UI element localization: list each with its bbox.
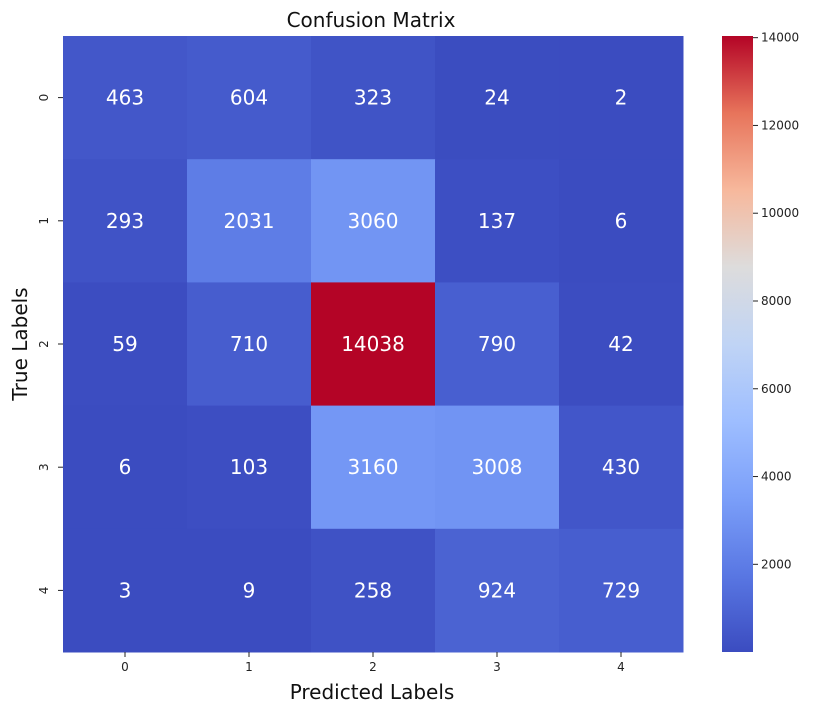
heatmap-cell	[311, 159, 436, 283]
cell-value-label: 6	[615, 209, 628, 233]
x-axis-title: Predicted Labels	[290, 680, 455, 704]
heatmap-cell	[187, 36, 312, 160]
colorbar-tick-label: 14000	[761, 31, 799, 45]
cell-value-label: 3060	[348, 209, 399, 233]
heatmap-cell	[63, 282, 188, 407]
y-tick-label: 1	[37, 217, 51, 225]
cell-value-label: 463	[106, 86, 144, 110]
x-tick-label: 0	[121, 660, 129, 674]
y-axis-title: True Labels	[8, 287, 32, 401]
y-tick-label: 2	[37, 340, 51, 348]
cell-value-label: 604	[230, 86, 268, 110]
heatmap-cells	[63, 36, 684, 653]
heatmap-cell	[63, 528, 188, 653]
cell-value-label: 103	[230, 455, 268, 479]
heatmap-cell	[311, 405, 436, 530]
x-tick-label: 1	[245, 660, 253, 674]
heatmap-cell	[311, 282, 436, 407]
cell-value-label: 3	[119, 578, 132, 602]
colorbar-tick-label: 10000	[761, 206, 799, 220]
heatmap-cell	[559, 159, 684, 283]
heatmap-cell	[435, 159, 560, 283]
cell-value-label: 258	[354, 578, 392, 602]
heatmap-cell	[559, 282, 684, 407]
cell-value-label: 2031	[224, 209, 275, 233]
cell-value-label: 790	[478, 332, 516, 356]
y-axis-ticks: 0 1 2 3 4	[37, 94, 63, 594]
heatmap-cell	[187, 159, 312, 283]
chart-title: Confusion Matrix	[287, 8, 456, 32]
cell-value-label: 2	[615, 86, 628, 110]
colorbar-ticks: 2000 4000 6000 8000 10000 12000 14000	[753, 31, 799, 571]
heatmap-cell	[187, 282, 312, 407]
heatmap-cell	[435, 282, 560, 407]
y-tick-label: 4	[37, 587, 51, 595]
cell-value-label: 430	[602, 455, 640, 479]
y-tick-label: 3	[37, 463, 51, 471]
heatmap-cell	[435, 405, 560, 530]
heatmap-cell	[311, 528, 436, 653]
heatmap-cell	[435, 528, 560, 653]
heatmap-cell	[311, 36, 436, 160]
cell-value-label: 3160	[348, 455, 399, 479]
heatmap-cell	[63, 405, 188, 530]
cell-value-label: 137	[478, 209, 516, 233]
y-tick-label: 0	[37, 94, 51, 102]
colorbar-tick-label: 12000	[761, 118, 799, 132]
cell-value-label: 59	[112, 332, 137, 356]
colorbar-tick-label: 2000	[761, 557, 792, 571]
x-tick-label: 2	[369, 660, 377, 674]
colorbar	[722, 36, 753, 652]
x-axis-ticks: 0 1 2 3 4	[121, 652, 625, 674]
cell-value-label: 323	[354, 86, 392, 110]
heatmap-cell	[187, 405, 312, 530]
x-tick-label: 4	[617, 660, 625, 674]
heatmap-cell	[63, 36, 188, 160]
colorbar-tick-label: 6000	[761, 382, 792, 396]
cell-value-label: 14038	[341, 332, 405, 356]
cell-value-label: 729	[602, 578, 640, 602]
colorbar-tick-label: 8000	[761, 294, 792, 308]
cell-value-label: 42	[608, 332, 633, 356]
cell-value-label: 924	[478, 578, 516, 602]
heatmap-cell	[559, 36, 684, 160]
x-tick-label: 3	[493, 660, 501, 674]
heatmap-cell	[187, 528, 312, 653]
cell-value-label: 710	[230, 332, 268, 356]
cell-value-label: 6	[119, 455, 132, 479]
heatmap-cell	[435, 36, 560, 160]
cell-value-label: 3008	[472, 455, 523, 479]
cell-value-label: 24	[484, 86, 509, 110]
heatmap-cell	[63, 159, 188, 283]
cell-value-label: 293	[106, 209, 144, 233]
heatmap-cell	[559, 528, 684, 653]
heatmap-cell	[559, 405, 684, 530]
colorbar-tick-label: 4000	[761, 470, 792, 484]
cell-value-label: 9	[243, 578, 256, 602]
